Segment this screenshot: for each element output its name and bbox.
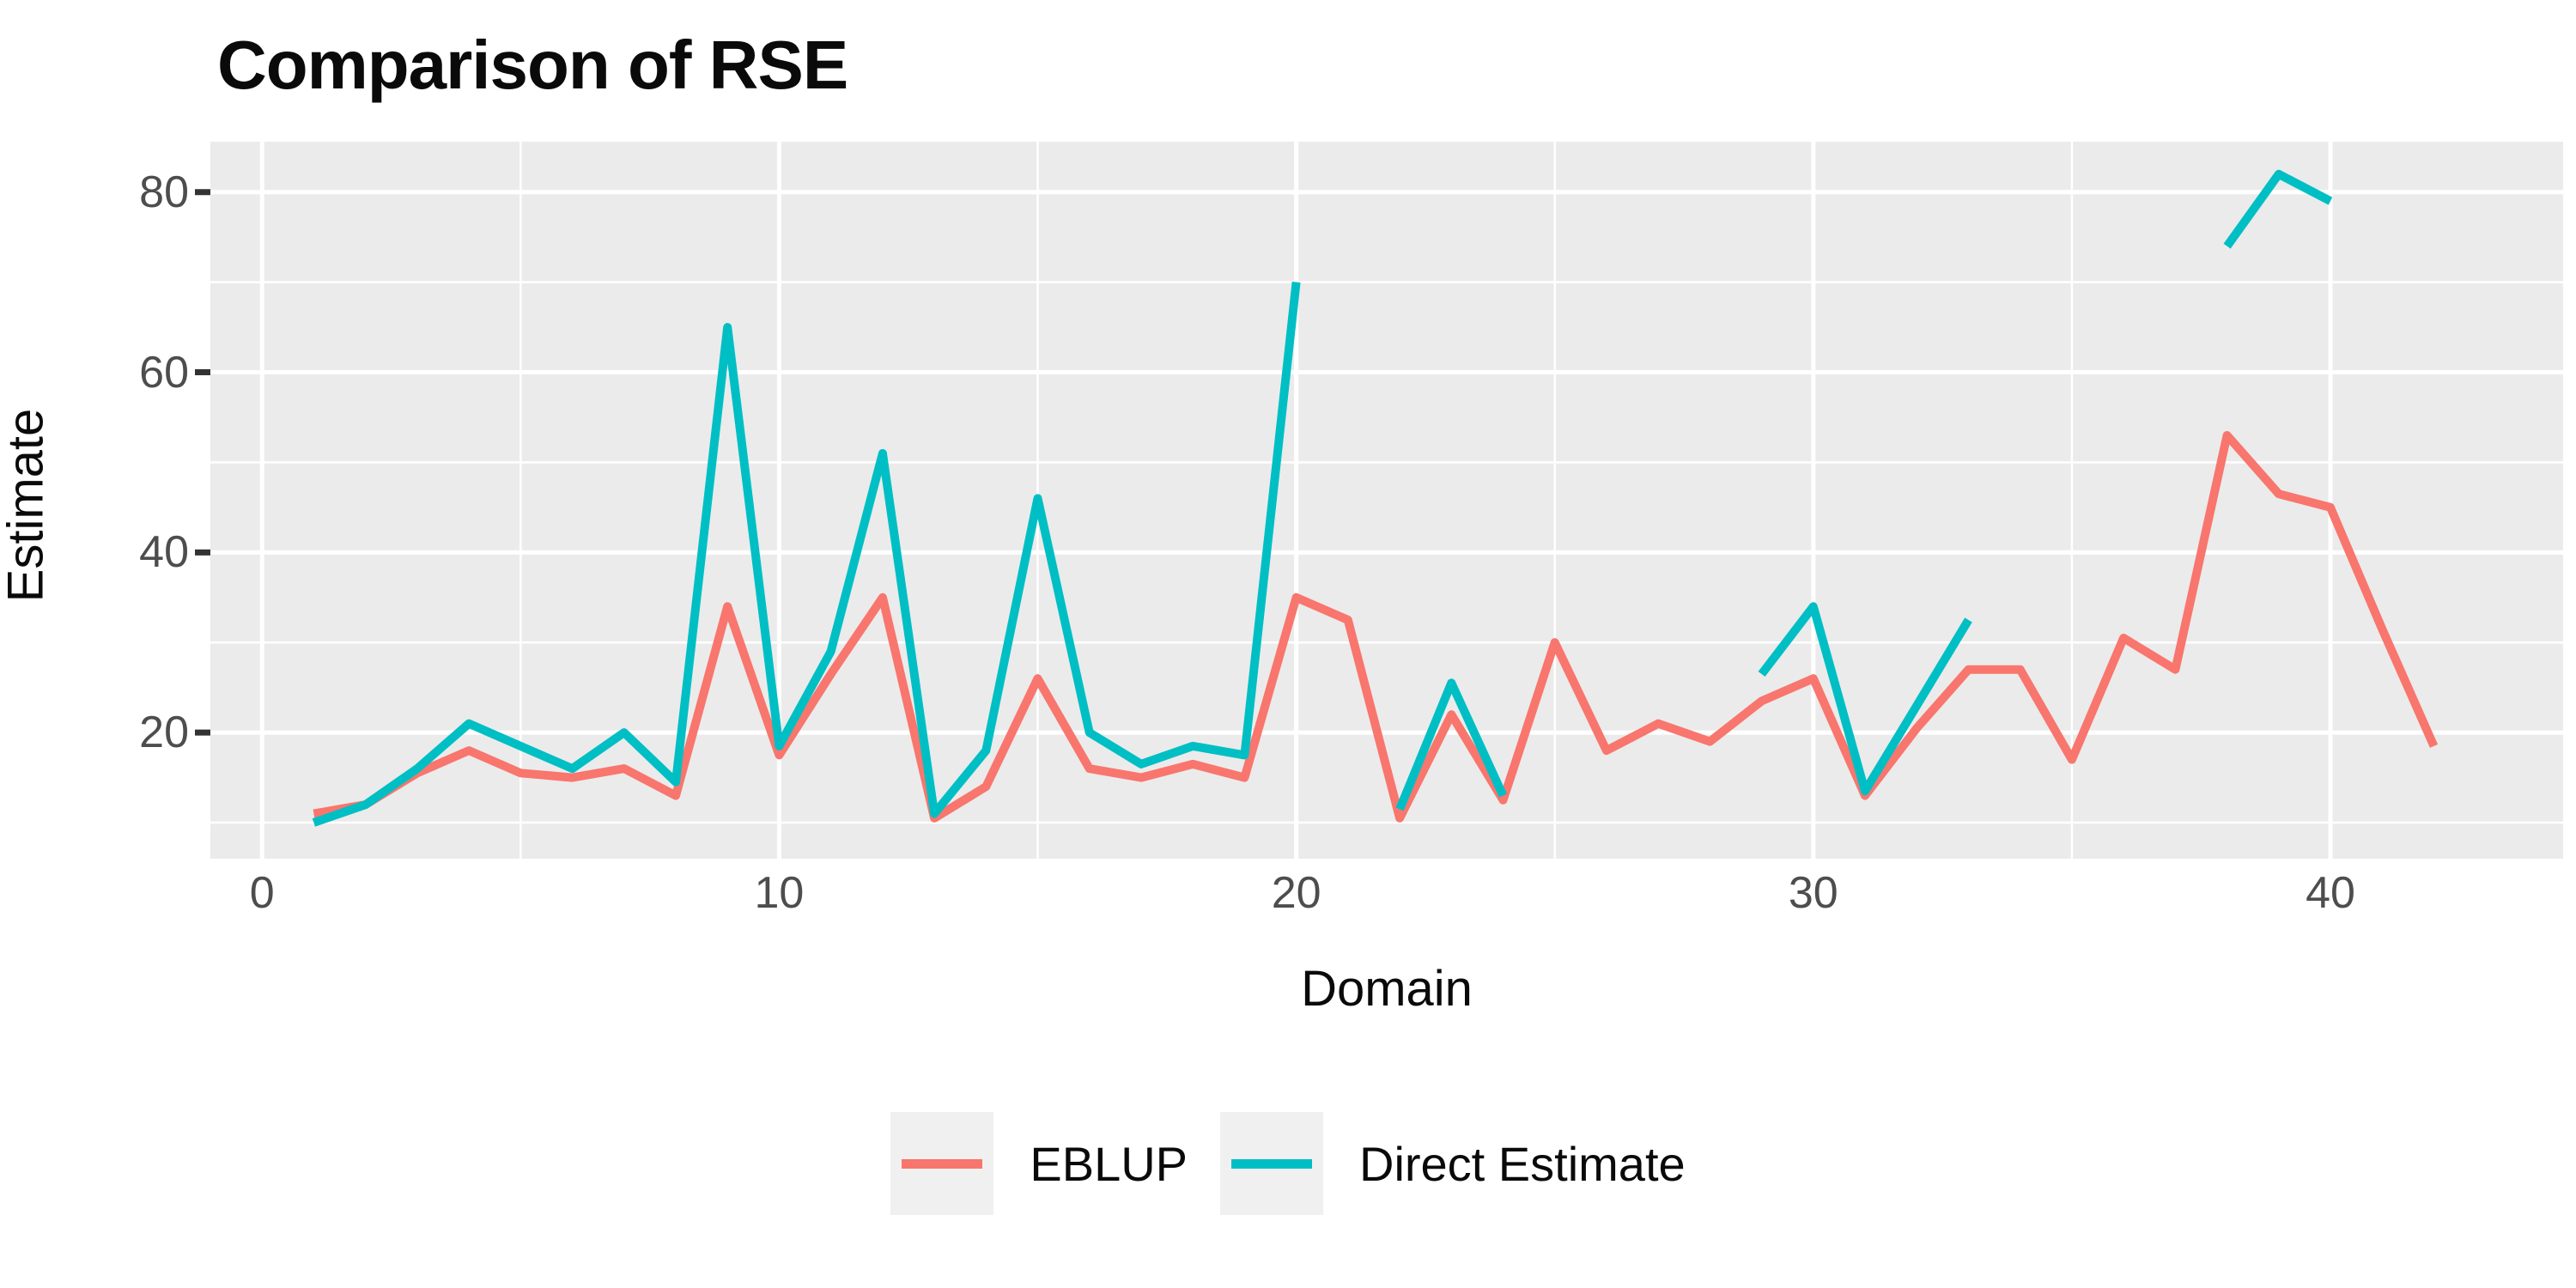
x-tick-label: 40 xyxy=(2306,868,2355,918)
y-axis-title: Estimate xyxy=(0,408,54,603)
legend: EBLUP Direct Estimate xyxy=(0,1112,2576,1215)
direct-estimate-line-swatch xyxy=(1231,1158,1312,1169)
panel-background xyxy=(210,142,2563,859)
y-tick-label: 20 xyxy=(139,708,189,758)
y-tick-label: 80 xyxy=(139,167,189,217)
legend-label-eblup: EBLUP xyxy=(1030,1136,1188,1191)
legend-label-direct-estimate: Direct Estimate xyxy=(1359,1136,1686,1191)
chart-title: Comparison of RSE xyxy=(217,27,848,103)
legend-key-direct-estimate xyxy=(1220,1112,1323,1215)
legend-item-direct-estimate: Direct Estimate xyxy=(1220,1112,1686,1215)
y-tick-label: 40 xyxy=(139,527,189,578)
legend-item-eblup: EBLUP xyxy=(890,1112,1188,1215)
x-tick-label: 10 xyxy=(754,868,805,918)
eblup-line-swatch xyxy=(902,1158,983,1169)
x-tick-label: 0 xyxy=(249,868,275,918)
y-tick-label: 60 xyxy=(139,347,189,398)
x-tick-label: 20 xyxy=(1271,868,1321,918)
series-line-eblup xyxy=(313,431,2439,823)
x-axis-title: Domain xyxy=(1301,961,1473,1017)
x-tick-label: 30 xyxy=(1788,868,1838,918)
legend-key-eblup xyxy=(890,1112,994,1215)
series-line-direct-estimate xyxy=(312,169,2333,827)
